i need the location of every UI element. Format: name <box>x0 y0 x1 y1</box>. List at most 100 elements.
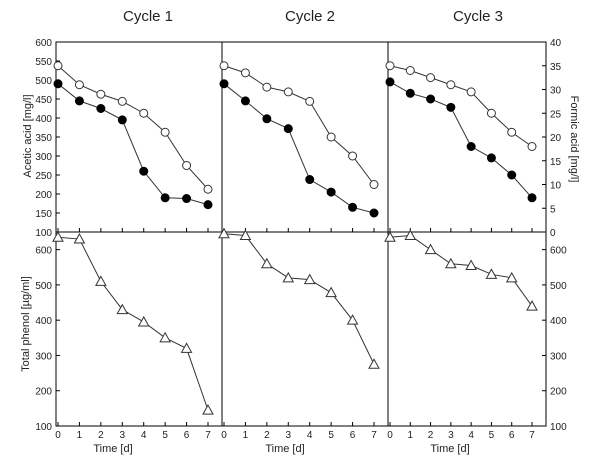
tick-label-formic: 20 <box>550 133 562 144</box>
phenol-series-point <box>202 404 214 415</box>
formic-series-point <box>283 87 293 97</box>
formic-series-point <box>507 127 517 137</box>
tick-label-acetic: 350 <box>35 133 52 144</box>
tick-label-x: 4 <box>141 430 147 441</box>
tick-label-x: 7 <box>205 430 211 441</box>
tick-label-acetic: 500 <box>35 76 52 87</box>
acetic-series-point <box>283 124 293 134</box>
tick-label-x: 2 <box>264 430 270 441</box>
tick-label-formic: 40 <box>550 38 562 49</box>
acetic-series-point <box>219 79 229 89</box>
tick-label-acetic: 100 <box>35 228 52 239</box>
formic-series-point <box>486 108 496 118</box>
acetic-series-point <box>305 175 315 185</box>
acetic-series-point <box>262 114 272 124</box>
phenol-series-point <box>218 227 230 239</box>
formic-series-line <box>223 65 375 185</box>
acetic-series-point <box>74 96 84 106</box>
tick-label-x: 2 <box>428 430 434 441</box>
acetic-series-point <box>466 142 476 151</box>
phenol-series-point <box>159 331 171 343</box>
phenol-series-line <box>223 233 375 365</box>
formic-series-point <box>326 132 336 142</box>
tick-label-formic: 5 <box>550 204 556 215</box>
tick-label-x: 7 <box>371 430 377 441</box>
acetic-series-point <box>203 200 213 210</box>
formic-series-point <box>527 142 537 151</box>
phenol-series-point <box>325 286 337 298</box>
tick-label-x: 4 <box>307 430 313 441</box>
phenol-series-line <box>57 236 209 411</box>
phenol-series-point <box>384 231 396 242</box>
acetic-series-point <box>385 77 395 87</box>
tick-label-formic: 30 <box>550 86 562 97</box>
tick-label-x: 2 <box>98 430 104 441</box>
tick-label-phenol-right: 400 <box>550 316 567 327</box>
tick-label-x: 3 <box>120 430 126 441</box>
tick-label-phenol: 300 <box>35 351 52 362</box>
formic-series-point <box>305 96 315 106</box>
tick-label-acetic: 550 <box>35 57 52 68</box>
phenol-series-point <box>303 273 316 285</box>
tick-label-x: 6 <box>184 430 190 441</box>
acetic-series-point <box>446 102 456 112</box>
formic-series-point <box>426 73 436 83</box>
tick-label-phenol-right: 200 <box>550 387 567 398</box>
formic-series-point <box>405 66 415 75</box>
phenol-series-point <box>346 314 359 325</box>
tick-label-formic: 35 <box>550 62 562 73</box>
tick-label-x: 0 <box>55 430 61 441</box>
formic-series-point <box>219 61 229 71</box>
acetic-series-point <box>348 202 358 212</box>
phenol-series-point <box>116 303 129 315</box>
tick-label-x: 1 <box>408 430 414 441</box>
tick-label-phenol: 100 <box>35 422 52 433</box>
acetic-series-point <box>240 96 250 106</box>
tick-label-x: 5 <box>489 430 495 441</box>
title-cycle-1: Cycle 1 <box>122 8 174 25</box>
tick-label-phenol: 500 <box>35 281 52 292</box>
tick-label-acetic: 150 <box>35 209 52 220</box>
tick-label-formic: 10 <box>550 181 562 192</box>
formic-series-point <box>74 80 84 90</box>
tick-label-phenol: 200 <box>35 387 52 398</box>
acetic-series-point <box>527 193 537 203</box>
phenol-series-point <box>368 358 380 369</box>
tick-label-formic: 15 <box>550 157 562 168</box>
phenol-series-line <box>389 235 533 307</box>
phenol-series-point <box>445 257 457 269</box>
phenol-series-point <box>526 300 538 311</box>
tick-label-acetic: 300 <box>35 152 52 163</box>
tick-label-x: 6 <box>350 430 356 441</box>
tick-label-formic: 0 <box>550 228 556 239</box>
formic-series-point <box>240 68 250 78</box>
acetic-series-point <box>139 166 149 176</box>
acetic-series-point <box>326 187 336 197</box>
tick-label-x: 3 <box>448 430 454 441</box>
tick-label-formic: 25 <box>550 109 562 120</box>
formic-series-point <box>117 96 127 106</box>
phenol-series-point <box>180 342 193 353</box>
phenol-series-point <box>261 257 273 269</box>
tick-label-x: 1 <box>243 430 249 441</box>
acetic-series-point <box>160 193 170 203</box>
tick-label-phenol: 400 <box>35 316 52 327</box>
formic-series-point <box>53 61 63 71</box>
phenol-series-point <box>95 275 107 286</box>
x-label-cycle-1: Time [d] <box>93 443 133 455</box>
acetic-series-point <box>117 115 127 125</box>
tick-label-x: 5 <box>328 430 334 441</box>
formic-series-point <box>182 161 192 170</box>
tick-label-phenol-right: 100 <box>550 422 567 433</box>
tick-label-x: 4 <box>468 430 474 441</box>
formic-series-point <box>203 184 213 194</box>
tick-label-x: 7 <box>529 430 535 441</box>
acetic-series-point <box>182 194 192 204</box>
acetic-series-point <box>426 94 436 104</box>
tick-label-acetic: 250 <box>35 171 52 182</box>
tick-label-phenol-right: 300 <box>550 351 567 362</box>
acetic-series-point <box>405 88 415 98</box>
formic-series-point <box>96 89 106 99</box>
